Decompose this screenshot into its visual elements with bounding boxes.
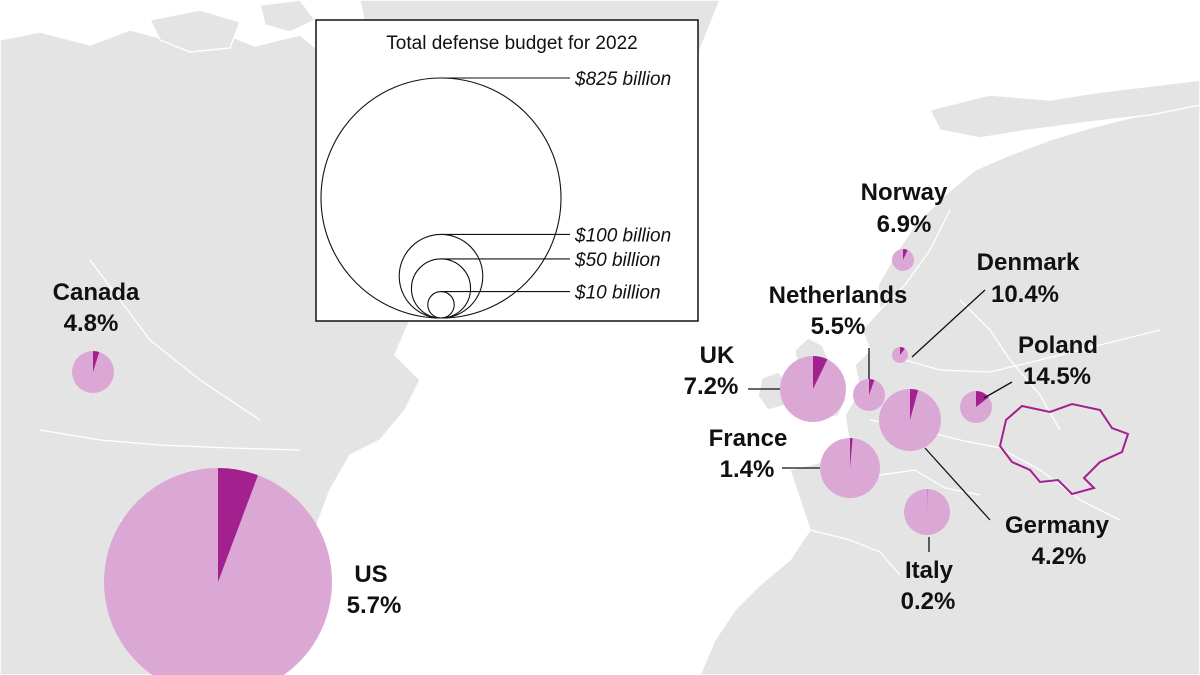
- label-name-netherlands: Netherlands: [769, 282, 908, 309]
- pie-poland: [960, 391, 992, 423]
- legend-label-3: $10 billion: [574, 283, 661, 304]
- legend-title: Total defense budget for 2022: [386, 33, 637, 54]
- label-pct-norway: 6.9%: [877, 211, 932, 238]
- pie-netherlands: [853, 379, 885, 411]
- pie-slice-poland: [976, 391, 989, 407]
- label-pct-poland: 14.5%: [1023, 363, 1091, 390]
- pie-slice-norway: [903, 249, 908, 260]
- country-pies: [72, 249, 992, 675]
- pie-denmark: [892, 347, 908, 363]
- pie-norway: [892, 249, 914, 271]
- label-name-uk: UK: [700, 342, 735, 369]
- pie-germany: [879, 389, 941, 451]
- legend-label-2: $50 billion: [574, 250, 661, 271]
- label-name-denmark: Denmark: [977, 249, 1080, 276]
- legend-label-0: $825 billion: [574, 69, 671, 90]
- land-canadian-islands: [148, 0, 317, 53]
- country-labels: Canada 4.8% US 5.7% UK 7.2% France 1.4% Netherla…: [53, 179, 1110, 619]
- pie-us: [104, 468, 332, 675]
- leader-poland: [983, 381, 1013, 399]
- pie-canada: [72, 351, 114, 393]
- label-pct-france: 1.4%: [720, 456, 775, 483]
- label-pct-germany: 4.2%: [1032, 543, 1087, 570]
- pie-slice-netherlands: [869, 379, 875, 395]
- pie-slice-uk: [813, 356, 828, 389]
- pie-slice-us: [218, 468, 258, 582]
- pie-slice-germany: [910, 389, 919, 420]
- label-pct-italy: 0.2%: [901, 588, 956, 615]
- label-pct-uk: 7.2%: [684, 373, 739, 400]
- leader-lines: [748, 289, 1013, 552]
- label-name-us: US: [354, 561, 387, 588]
- pie-france: [820, 438, 880, 498]
- pie-slice-denmark: [900, 347, 905, 355]
- label-name-norway: Norway: [861, 179, 948, 206]
- label-pct-us: 5.7%: [347, 592, 402, 619]
- land-russia-arctic: [928, 79, 1200, 139]
- label-pct-netherlands: 5.5%: [811, 313, 866, 340]
- label-pct-canada: 4.8%: [64, 310, 119, 337]
- legend-box: [315, 19, 699, 322]
- legend: Total defense budget for 2022 $825 billi…: [315, 19, 699, 322]
- pie-uk: [780, 356, 846, 422]
- label-name-germany: Germany: [1005, 512, 1110, 539]
- label-pct-denmark: 10.4%: [991, 281, 1059, 308]
- leader-denmark: [911, 289, 986, 358]
- label-name-france: France: [709, 425, 788, 452]
- pie-slice-france: [850, 438, 853, 468]
- legend-label-1: $100 billion: [574, 225, 671, 246]
- land-eurasia: [699, 104, 1200, 675]
- label-name-italy: Italy: [905, 557, 954, 584]
- label-name-poland: Poland: [1018, 332, 1098, 359]
- leader-germany: [924, 447, 991, 521]
- ukraine-outline: [998, 402, 1130, 496]
- pie-slice-canada: [93, 351, 100, 372]
- label-name-canada: Canada: [53, 279, 140, 306]
- pie-italy: [904, 489, 950, 535]
- legend-circles: $825 billion $100 billion $50 billion $10 b…: [320, 69, 671, 319]
